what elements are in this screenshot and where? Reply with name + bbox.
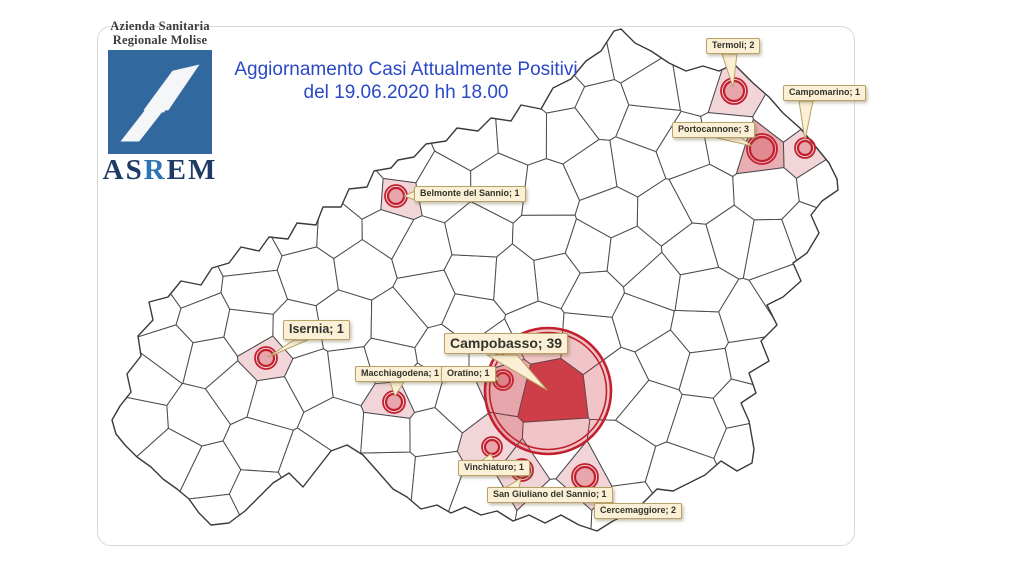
- logo-acronym: ASREM: [100, 156, 220, 185]
- callout-pointer-isernia: [267, 339, 309, 358]
- case-bubble-campobasso: [483, 326, 613, 456]
- logo-acronym-as: AS: [102, 154, 144, 186]
- case-bubble-campomarino: [794, 137, 816, 159]
- municipality-cell: [166, 382, 231, 447]
- asrem-logo-icon: [108, 50, 212, 154]
- municipality-cell: [284, 348, 334, 413]
- callout-pointer-campobasso: [486, 354, 548, 391]
- municipality-cell: [634, 329, 691, 391]
- asrem-logo: Azienda Sanitaria Regionale Molise ASREM: [100, 19, 220, 185]
- municipality-cell: [220, 269, 288, 315]
- case-bubble-san-giuliano: [510, 458, 534, 482]
- slide-title: Aggiornamento Casi Attualmente Positivi …: [228, 58, 584, 104]
- municipality-cell: [606, 225, 663, 288]
- logo-org-line2: Regionale Molise: [112, 32, 208, 47]
- case-bubble-vinchiaturo: [481, 436, 503, 458]
- slide-title-line2: del 19.06.2020 hh 18.00: [303, 82, 509, 104]
- case-bubble-portocannone: [746, 133, 778, 165]
- municipality-cell: [243, 29, 384, 220]
- case-bubble-isernia: [254, 346, 278, 370]
- municipality-cell: [713, 405, 838, 531]
- case-bubble-cercemaggiore: [571, 463, 599, 491]
- municipality-cell: [609, 136, 667, 198]
- callout-pointer-termoli: [721, 53, 738, 88]
- municipality-cell: [338, 451, 416, 531]
- slide-title-line1: Aggiornamento Casi Attualmente Positivi: [234, 59, 578, 80]
- logo-org-name: Azienda Sanitaria Regionale Molise: [100, 19, 220, 47]
- municipality-cell: [493, 243, 539, 316]
- municipality-cell: [795, 137, 838, 224]
- callout-pointer-macchiagodena: [389, 381, 405, 397]
- logo-acronym-r: R: [143, 154, 167, 186]
- logo-org-line1: Azienda Sanitaria: [110, 19, 210, 33]
- municipality-cell: [545, 107, 600, 165]
- municipality-cell-termoli: [707, 29, 807, 118]
- municipality-cell: [712, 378, 836, 429]
- callout-pointer-campomarino: [798, 100, 814, 141]
- municipality-cell: [742, 218, 798, 281]
- logo-acronym-em: EM: [166, 154, 218, 186]
- slide-border: [97, 26, 855, 546]
- municipality-cell: [360, 411, 411, 454]
- municipality-cell: [112, 193, 182, 342]
- region-outline: [111, 28, 839, 532]
